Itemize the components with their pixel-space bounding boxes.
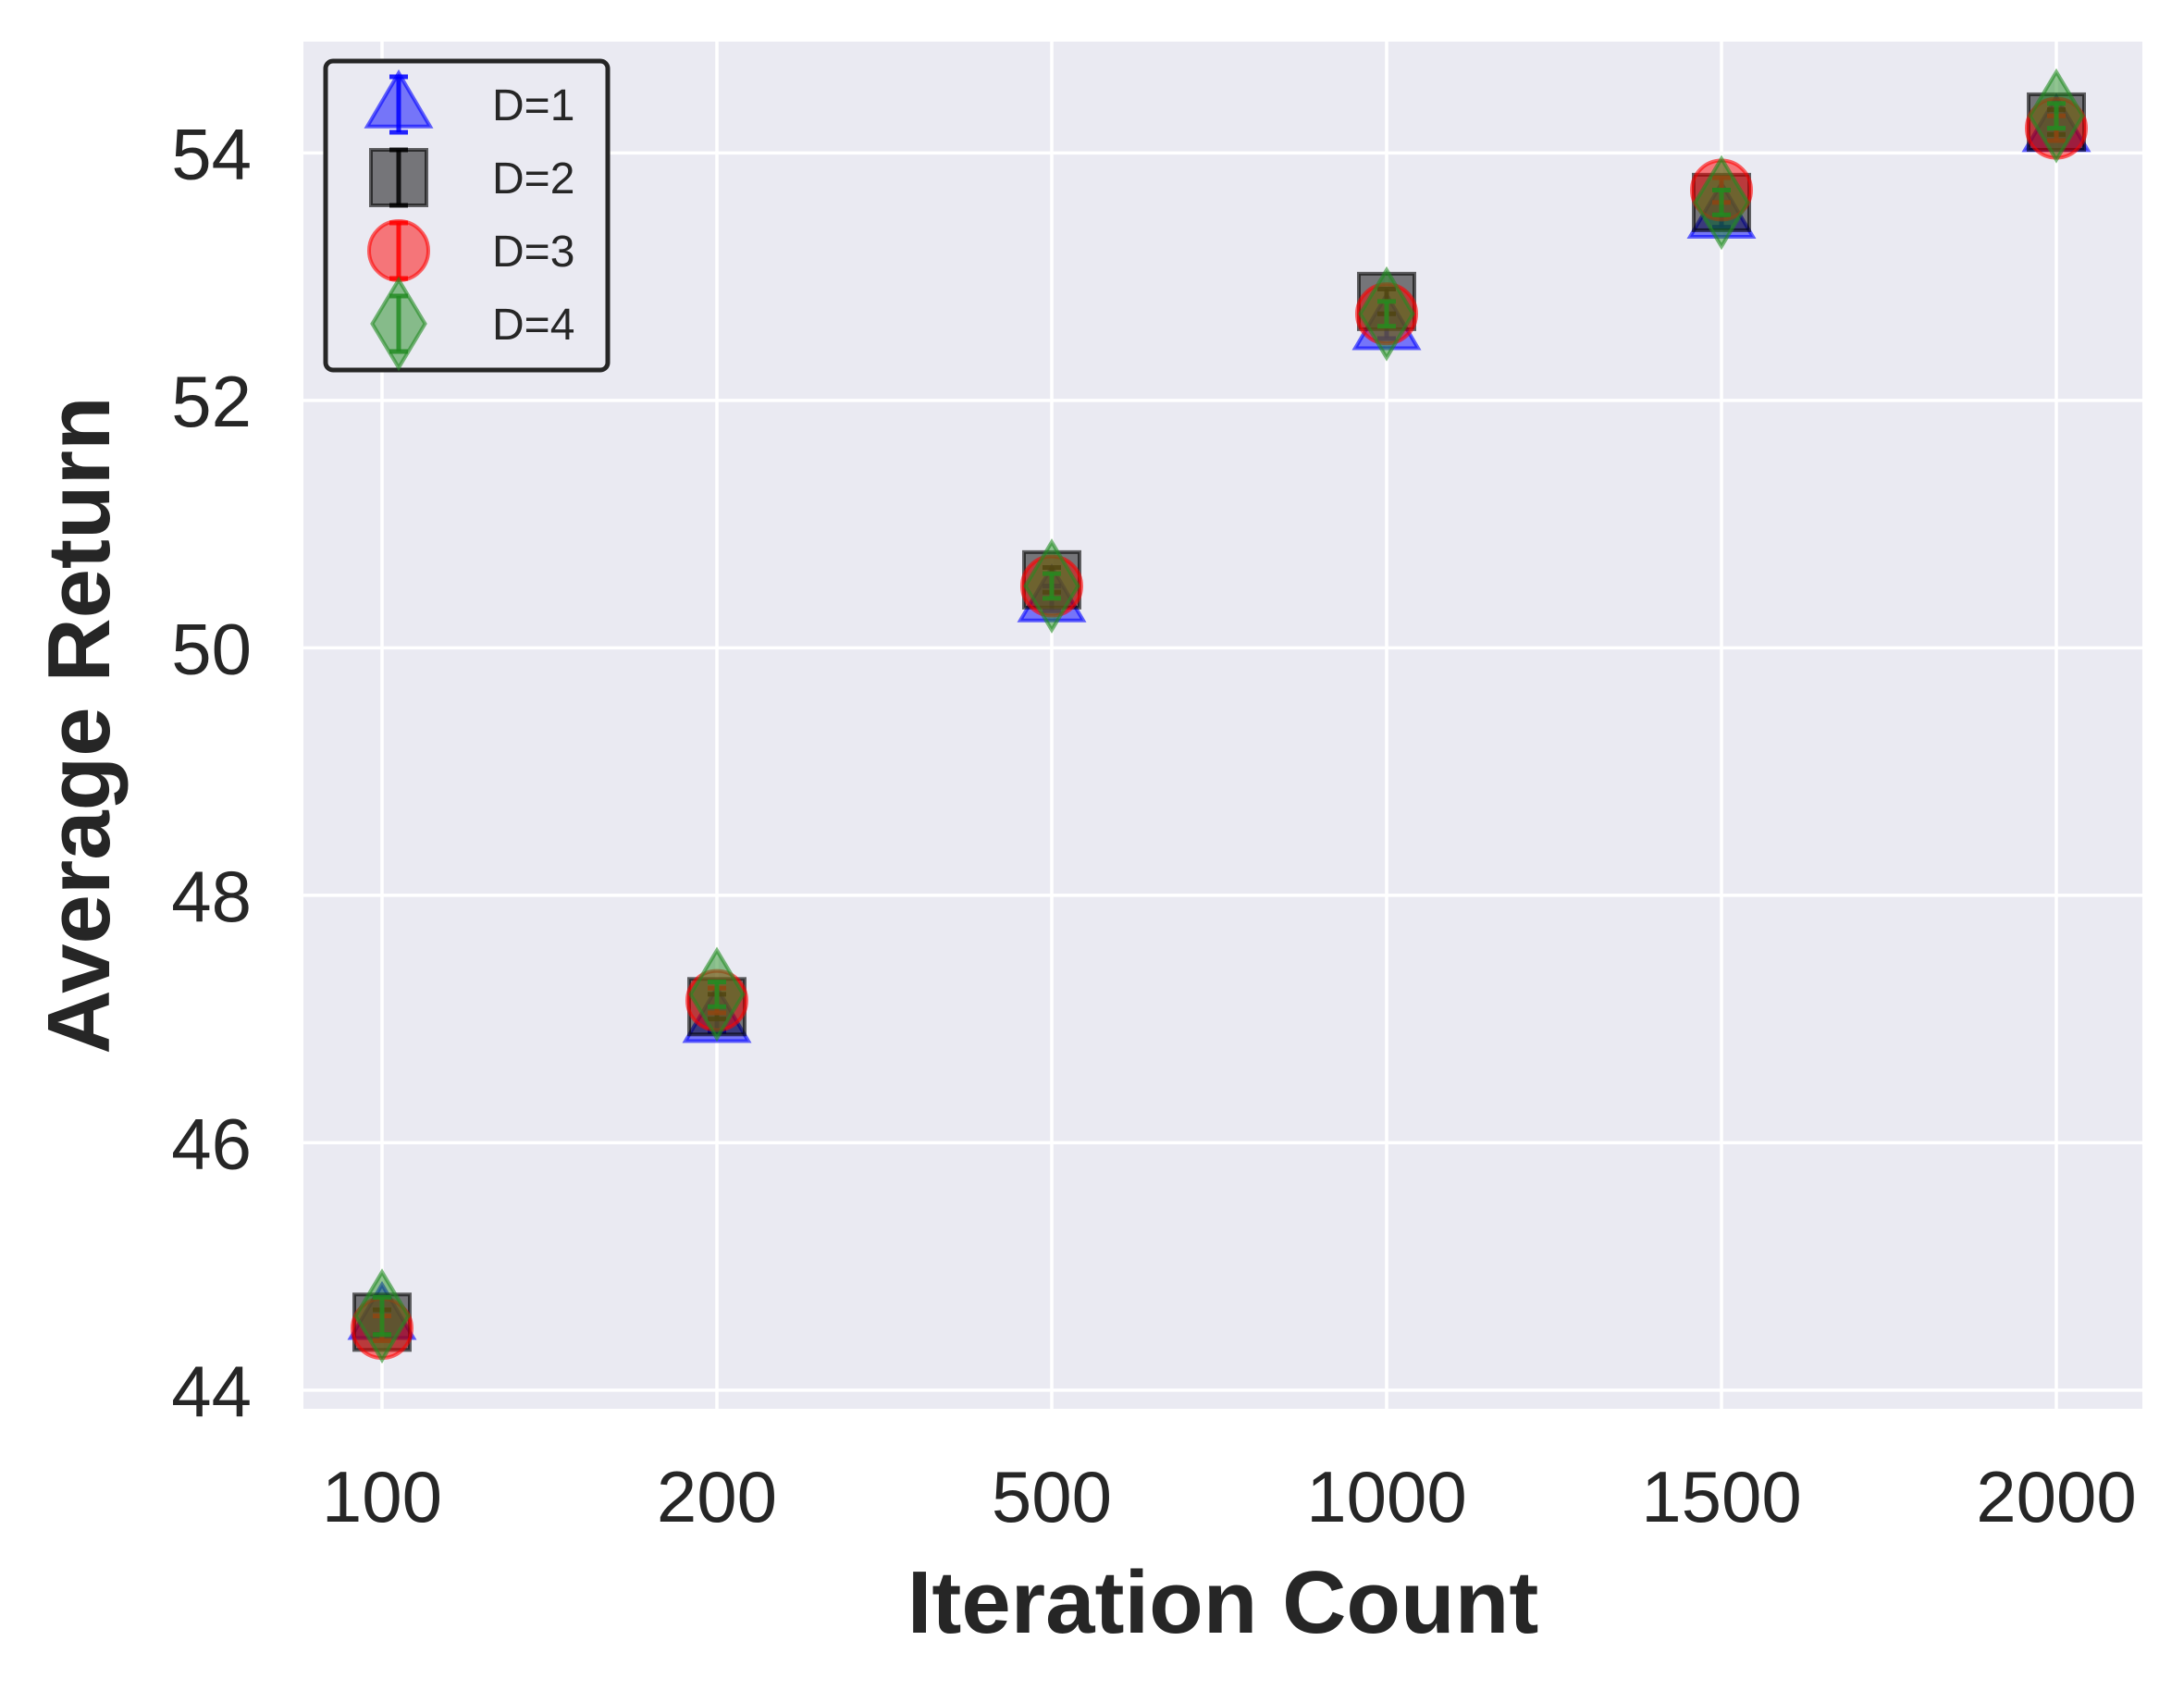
data-point — [353, 1268, 411, 1364]
data-point — [1693, 154, 1750, 251]
data-point — [1023, 538, 1080, 634]
legend: D=1 D=2 D=3 D=4 — [323, 58, 611, 373]
x-tick-label: 2000 — [1976, 1456, 2137, 1537]
data-point — [2028, 68, 2085, 164]
legend-error-bar — [389, 293, 408, 354]
data-points — [347, 68, 2091, 1364]
y-tick-label: 54 — [171, 113, 252, 194]
series-d-4 — [353, 68, 2085, 1364]
y-axis-title: Average Return — [30, 396, 129, 1054]
y-tick-label: 48 — [171, 856, 252, 937]
legend-error-bar — [389, 74, 408, 135]
y-tick-label: 52 — [171, 361, 252, 442]
legend-entry: D=1 — [364, 69, 574, 135]
x-tick-label: 1000 — [1306, 1456, 1467, 1537]
y-tick-label: 46 — [171, 1103, 252, 1184]
legend-error-bar — [389, 147, 408, 208]
data-point — [1358, 265, 1415, 362]
tick-labels: 100 200 500 1000 1500 2000 44 46 48 50 52 54 — [171, 113, 2137, 1537]
legend-entry: D=4 — [370, 276, 574, 372]
legend-label: D=2 — [492, 154, 574, 204]
x-tick-label: 1500 — [1641, 1456, 1802, 1537]
x-tick-label: 500 — [992, 1456, 1112, 1537]
legend-label: D=3 — [492, 228, 574, 277]
legend-entry: D=3 — [367, 219, 574, 282]
legend-label: D=4 — [492, 301, 574, 350]
x-axis-title: Iteration Count — [907, 1553, 1539, 1652]
x-tick-label: 100 — [322, 1456, 442, 1537]
legend-label: D=1 — [492, 81, 574, 130]
y-tick-label: 50 — [171, 608, 252, 689]
x-tick-label: 200 — [657, 1456, 777, 1537]
legend-entry: D=2 — [369, 147, 574, 208]
grid — [303, 42, 2142, 1409]
y-tick-label: 44 — [171, 1351, 252, 1432]
data-point — [688, 946, 746, 1042]
